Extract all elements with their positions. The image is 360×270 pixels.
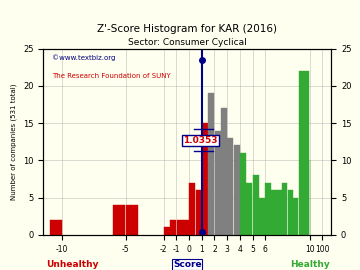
Text: The Research Foundation of SUNY: The Research Foundation of SUNY <box>52 73 171 79</box>
Bar <box>215 131 221 235</box>
Bar <box>195 190 202 235</box>
Bar <box>221 108 227 235</box>
Bar <box>265 183 271 235</box>
Bar <box>293 198 298 235</box>
Bar <box>227 138 233 235</box>
Text: Healthy: Healthy <box>290 260 329 269</box>
Bar <box>253 175 259 235</box>
Bar <box>299 71 310 235</box>
Bar <box>170 220 176 235</box>
Bar <box>208 93 215 235</box>
Bar <box>202 123 208 235</box>
Bar <box>113 205 126 235</box>
Bar <box>50 220 62 235</box>
Text: ©www.textbiz.org: ©www.textbiz.org <box>52 54 115 61</box>
Title: Z'-Score Histogram for KAR (2016): Z'-Score Histogram for KAR (2016) <box>97 24 277 34</box>
Bar <box>234 146 240 235</box>
Bar <box>282 183 287 235</box>
Text: Sector: Consumer Cyclical: Sector: Consumer Cyclical <box>128 38 247 47</box>
Bar <box>164 227 170 235</box>
Bar <box>271 190 276 235</box>
Bar <box>288 190 293 235</box>
Text: Score: Score <box>173 260 202 269</box>
Bar <box>246 183 252 235</box>
Bar <box>240 153 246 235</box>
Y-axis label: Number of companies (531 total): Number of companies (531 total) <box>11 83 17 200</box>
Bar <box>183 220 189 235</box>
Text: 1.0353: 1.0353 <box>183 136 218 145</box>
Bar <box>259 198 265 235</box>
Bar <box>276 190 282 235</box>
Bar <box>176 220 183 235</box>
Bar <box>126 205 138 235</box>
Bar <box>189 183 195 235</box>
Text: Unhealthy: Unhealthy <box>46 260 98 269</box>
